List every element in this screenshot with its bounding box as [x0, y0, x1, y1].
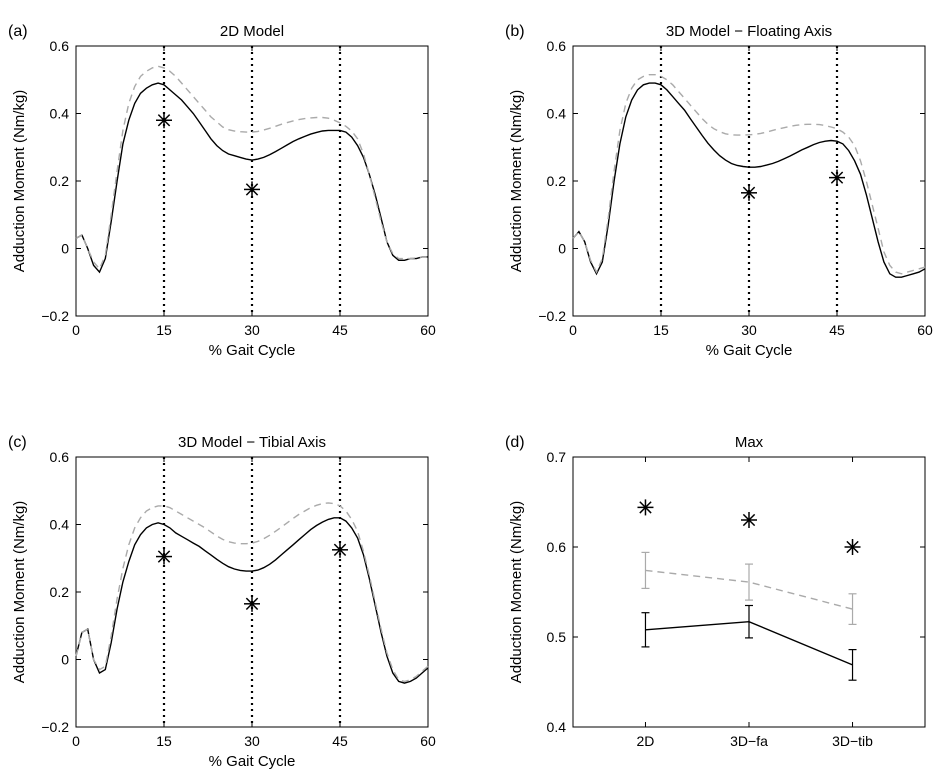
x-tick-label: 15	[653, 322, 669, 338]
x-tick-label: 60	[420, 733, 436, 749]
y-tick-label: 0.2	[50, 173, 70, 189]
x-axis-label: % Gait Cycle	[706, 342, 793, 359]
x-tick-label: 60	[420, 322, 436, 338]
star-marker	[637, 499, 654, 516]
star-stroke	[846, 540, 859, 554]
x-tick-label: 0	[569, 322, 577, 338]
y-axis-label: Adduction Moment (Nm/kg)	[508, 90, 525, 273]
star-stroke	[245, 183, 259, 196]
star-marker	[156, 112, 172, 129]
star-marker	[844, 539, 861, 555]
y-tick-label: 0.7	[547, 449, 567, 465]
star-stroke	[157, 550, 171, 563]
series-line-2	[75, 65, 428, 271]
y-tick-label: −0.2	[41, 308, 69, 324]
y-tick-label: 0.2	[50, 584, 70, 600]
panel-title: Max	[735, 434, 764, 451]
star-marker	[829, 169, 845, 186]
x-tick-label: 30	[244, 322, 260, 338]
panel-label: (a)	[8, 23, 28, 40]
star-stroke	[830, 171, 844, 184]
x-tick-label: 45	[332, 322, 348, 338]
y-tick-label: 0.4	[50, 517, 70, 533]
x-tick-label: 30	[741, 322, 757, 338]
y-tick-label: 0.5	[547, 629, 567, 645]
series-line-1	[75, 517, 429, 684]
x-axis-label: % Gait Cycle	[209, 342, 296, 359]
star-stroke	[245, 597, 259, 610]
panel-title: 3D Model − Floating Axis	[666, 23, 832, 40]
y-axis-label: Adduction Moment (Nm/kg)	[11, 90, 28, 273]
x-tick-label: 15	[156, 322, 172, 338]
star-marker	[741, 184, 757, 201]
star-marker	[332, 541, 348, 558]
star-stroke	[742, 513, 756, 527]
y-tick-label: 0.6	[50, 38, 70, 54]
y-tick-label: 0.6	[50, 449, 70, 465]
series-line-2	[75, 502, 429, 683]
y-tick-label: 0	[558, 241, 566, 257]
x-tick-label: 0	[72, 322, 80, 338]
star-marker	[244, 595, 260, 612]
y-tick-label: −0.2	[41, 719, 69, 735]
x-tick-label: 15	[156, 733, 172, 749]
y-tick-label: 0.2	[547, 173, 567, 189]
y-tick-label: 0.6	[547, 38, 567, 54]
x-tick-label: 2D	[637, 733, 655, 749]
series-line-2	[572, 73, 926, 275]
panel-label: (d)	[505, 434, 525, 451]
y-tick-label: −0.2	[538, 308, 566, 324]
star-stroke	[157, 114, 171, 127]
x-tick-label: 3D−fa	[730, 733, 768, 749]
y-tick-label: 0	[61, 652, 69, 668]
panel-4: 0.4 0.5 0.6 0.7 2D 3D−fa 3D−tib Max (d) Adduction…	[505, 434, 926, 749]
panel-label: (b)	[505, 23, 525, 40]
y-tick-label: 0.6	[547, 539, 567, 555]
series-line-1	[572, 82, 926, 278]
y-axis-label: Adduction Moment (Nm/kg)	[508, 501, 525, 684]
x-tick-label: 45	[829, 322, 845, 338]
star-stroke	[639, 501, 652, 514]
panel-label: (c)	[8, 434, 27, 451]
y-tick-label: 0.4	[547, 106, 567, 122]
panel-title: 3D Model − Tibial Axis	[178, 434, 326, 451]
star-marker	[741, 512, 757, 528]
y-tick-label: 0.4	[50, 106, 70, 122]
x-tick-label: 30	[244, 733, 260, 749]
x-tick-label: 0	[72, 733, 80, 749]
series-line-1	[75, 82, 428, 274]
x-axis-label: % Gait Cycle	[209, 753, 296, 770]
y-tick-label: 0	[61, 241, 69, 257]
x-tick-label: 3D−tib	[832, 733, 873, 749]
x-tick-label: 45	[332, 733, 348, 749]
star-stroke	[333, 543, 347, 556]
x-tick-label: 60	[917, 322, 933, 338]
star-marker	[244, 181, 260, 198]
star-marker	[156, 548, 172, 565]
panel-title: 2D Model	[220, 23, 284, 40]
y-axis-label: Adduction Moment (Nm/kg)	[11, 501, 28, 684]
star-stroke	[742, 186, 756, 199]
y-tick-label: 0.4	[547, 719, 567, 735]
